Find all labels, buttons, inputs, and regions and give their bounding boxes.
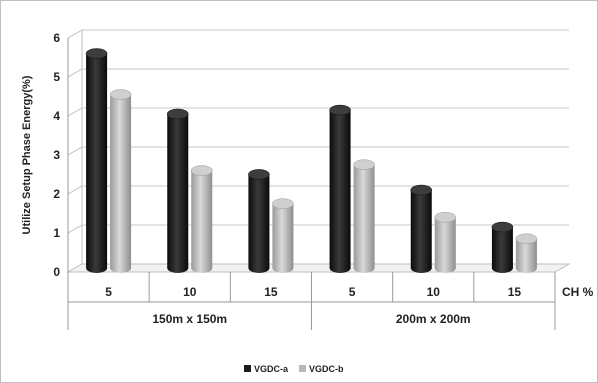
x-axis-unit-label: CH %	[562, 285, 594, 299]
gridline	[67, 224, 83, 234]
bar-vgdc-a	[85, 48, 108, 273]
bar-vgdc-a	[248, 169, 270, 273]
gridline	[67, 185, 83, 195]
legend-label: VGDC-a	[254, 364, 289, 374]
bar-vgdc-b	[434, 212, 456, 273]
legend-item: VGDC-b	[299, 364, 344, 374]
legend: VGDC-a VGDC-b	[244, 364, 344, 374]
legend-swatch	[299, 365, 306, 372]
y-tick-label: 6	[53, 31, 60, 45]
bar-vgdc-a	[329, 104, 351, 273]
x-tick-label: 5	[105, 285, 112, 299]
x-tick-label: 15	[264, 285, 278, 299]
y-tick-label: 5	[53, 70, 60, 84]
group-label: 200m x 200m	[396, 312, 471, 326]
bar-vgdc-a	[491, 221, 514, 273]
gridline	[67, 107, 83, 117]
y-tick-label: 0	[53, 265, 60, 279]
y-tick-label: 2	[53, 187, 60, 201]
bar-vgdc-b	[272, 198, 294, 273]
grid	[67, 29, 569, 273]
gridline	[67, 146, 83, 156]
legend-label: VGDC-b	[309, 364, 344, 374]
x-tick-label: 10	[427, 285, 441, 299]
x-tick-label: 5	[349, 285, 356, 299]
bar-vgdc-a	[410, 184, 432, 273]
bars	[85, 48, 538, 273]
gridline	[67, 29, 83, 39]
x-tick-label: 15	[508, 285, 522, 299]
x-tick-label: 10	[183, 285, 197, 299]
y-tick-label: 3	[53, 148, 60, 162]
axis-labels: 0 1 2 3 4 5 6 5 10 15 150m x 150m 5 10 15 200m x 200m C…	[21, 31, 594, 326]
group-label: 150m x 150m	[152, 312, 227, 326]
y-tick-label: 1	[53, 226, 60, 240]
y-axis-title: Utilize Setup Phase Energy(%)	[21, 75, 33, 234]
bar-vgdc-b	[109, 89, 132, 273]
legend-swatch	[244, 365, 251, 372]
gridline	[67, 68, 83, 78]
bar-vgdc-b	[191, 165, 213, 273]
bar-vgdc-b	[353, 159, 375, 273]
bar-vgdc-b	[515, 233, 538, 273]
y-tick-label: 4	[53, 109, 60, 123]
bar-vgdc-a	[167, 108, 189, 273]
legend-item: VGDC-a	[244, 364, 289, 374]
